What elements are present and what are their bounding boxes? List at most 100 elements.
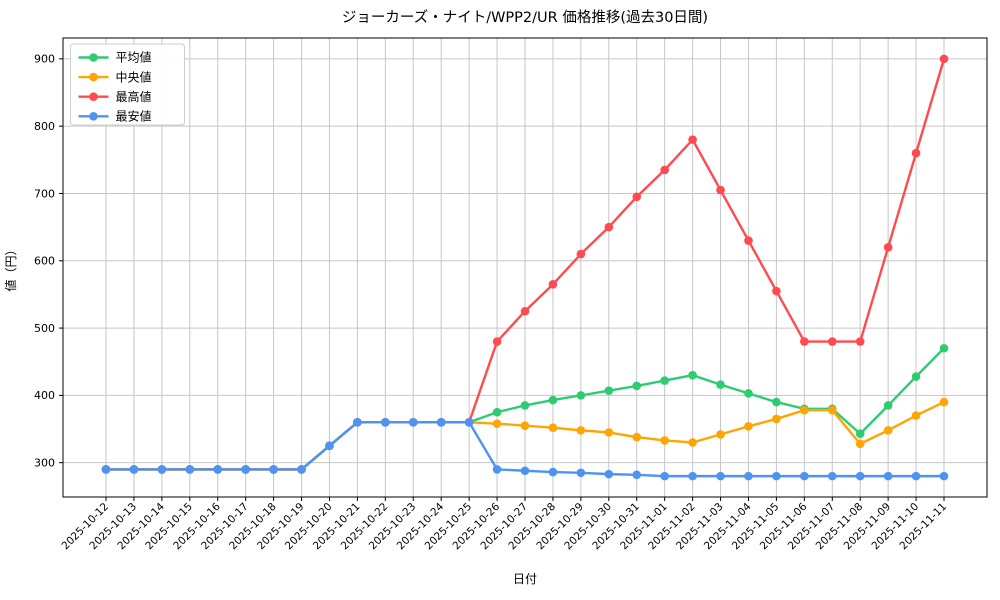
data-point bbox=[604, 222, 614, 232]
data-point bbox=[688, 370, 697, 380]
data-point bbox=[129, 465, 139, 474]
chart-title: ジョーカーズ・ナイト/WPP2/UR 価格推移(過去30日間) bbox=[342, 9, 708, 26]
data-point bbox=[492, 337, 502, 346]
legend-marker bbox=[89, 112, 98, 121]
data-point bbox=[604, 428, 614, 437]
data-point bbox=[716, 430, 725, 439]
data-point bbox=[548, 423, 558, 432]
y-tick-label: 800 bbox=[34, 120, 55, 133]
data-point bbox=[548, 467, 558, 477]
y-tick-label: 400 bbox=[34, 389, 55, 402]
x-axis-label: 日付 bbox=[513, 572, 537, 586]
data-point bbox=[576, 468, 586, 478]
y-tick-label: 700 bbox=[34, 187, 55, 200]
data-point bbox=[939, 471, 949, 481]
data-point bbox=[520, 466, 530, 476]
data-point bbox=[548, 395, 558, 405]
data-point bbox=[772, 414, 781, 424]
data-point bbox=[269, 465, 278, 474]
data-point bbox=[185, 465, 195, 474]
data-point bbox=[576, 249, 586, 259]
legend-box bbox=[70, 43, 185, 126]
data-point bbox=[548, 280, 558, 289]
data-point bbox=[492, 465, 502, 474]
data-point bbox=[772, 397, 781, 407]
data-point bbox=[576, 426, 586, 435]
data-point bbox=[688, 471, 697, 481]
data-point bbox=[408, 417, 418, 427]
data-point bbox=[688, 135, 697, 144]
data-point bbox=[520, 401, 530, 410]
data-point bbox=[744, 236, 753, 245]
data-point bbox=[800, 405, 809, 415]
data-point bbox=[855, 471, 865, 481]
data-point bbox=[381, 417, 390, 427]
data-point bbox=[716, 471, 725, 481]
data-point bbox=[883, 243, 893, 252]
data-point bbox=[241, 465, 250, 474]
data-point bbox=[436, 417, 446, 427]
axes bbox=[59, 37, 988, 501]
legend-label: 平均値 bbox=[116, 50, 152, 65]
y-tick-label: 900 bbox=[34, 53, 55, 66]
data-point bbox=[492, 407, 502, 417]
data-point bbox=[827, 337, 837, 346]
data-point bbox=[883, 471, 893, 481]
data-point bbox=[353, 417, 362, 427]
y-axis-label: 値（円） bbox=[3, 243, 18, 291]
data-point bbox=[800, 471, 809, 481]
y-tick-label: 500 bbox=[34, 322, 55, 335]
data-point bbox=[632, 470, 642, 480]
data-point bbox=[520, 421, 530, 430]
data-point bbox=[520, 306, 530, 316]
data-point bbox=[744, 389, 753, 398]
data-point bbox=[800, 337, 809, 346]
data-point bbox=[911, 148, 921, 158]
legend-marker bbox=[89, 53, 98, 62]
data-point bbox=[660, 471, 669, 481]
data-point bbox=[855, 337, 865, 346]
data-point bbox=[827, 405, 837, 415]
legend-label: 最高値 bbox=[116, 89, 152, 104]
series-最安値 bbox=[101, 417, 949, 481]
data-point bbox=[576, 391, 586, 400]
data-point bbox=[939, 343, 949, 353]
data-point bbox=[660, 436, 669, 445]
data-point bbox=[772, 471, 781, 481]
data-point bbox=[157, 465, 167, 474]
legend-label: 最安値 bbox=[116, 109, 152, 124]
data-point bbox=[939, 397, 949, 407]
series-lines bbox=[101, 54, 949, 481]
data-point bbox=[213, 465, 223, 474]
y-tick-label: 600 bbox=[34, 255, 55, 268]
data-point bbox=[101, 465, 111, 474]
data-point bbox=[827, 471, 837, 481]
data-point bbox=[716, 185, 725, 195]
data-point bbox=[855, 429, 865, 439]
data-point bbox=[911, 411, 921, 420]
data-point bbox=[604, 386, 614, 395]
data-point bbox=[632, 432, 642, 442]
data-point bbox=[660, 165, 669, 175]
data-point bbox=[716, 380, 725, 389]
y-tick-label: 300 bbox=[34, 456, 55, 469]
data-point bbox=[939, 54, 949, 64]
data-point bbox=[325, 441, 334, 451]
data-point bbox=[744, 471, 753, 481]
data-point bbox=[688, 438, 697, 447]
data-point bbox=[660, 376, 669, 385]
data-point bbox=[883, 401, 893, 410]
data-point bbox=[464, 417, 474, 427]
legend-label: 中央値 bbox=[116, 69, 152, 84]
data-point bbox=[911, 471, 921, 481]
data-point bbox=[772, 286, 781, 296]
data-point bbox=[911, 372, 921, 381]
data-point bbox=[855, 439, 865, 449]
data-point bbox=[632, 192, 642, 202]
data-point bbox=[297, 465, 306, 474]
data-point bbox=[604, 469, 614, 479]
data-point bbox=[632, 381, 642, 391]
